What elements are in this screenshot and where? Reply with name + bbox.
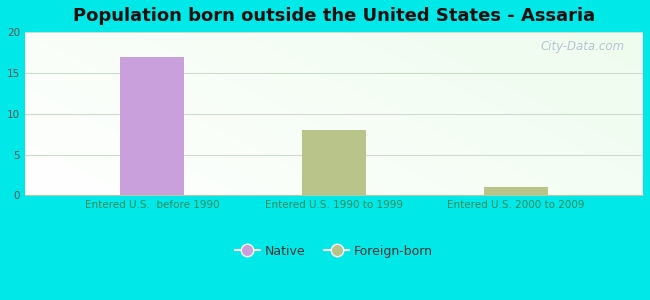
Bar	[120, 57, 184, 195]
Bar	[302, 130, 366, 195]
Bar	[484, 187, 548, 195]
Text: City-Data.com: City-Data.com	[540, 40, 625, 53]
Legend: Native, Foreign-born: Native, Foreign-born	[230, 240, 438, 262]
Title: Population born outside the United States - Assaria: Population born outside the United State…	[73, 7, 595, 25]
